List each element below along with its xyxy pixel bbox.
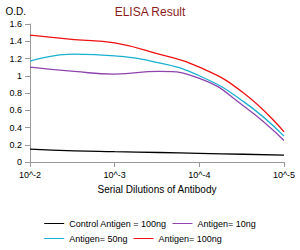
svg-text:1.6: 1.6 bbox=[9, 19, 22, 29]
svg-text:Antigen= 100ng: Antigen= 100ng bbox=[158, 234, 221, 244]
svg-text:1: 1 bbox=[17, 71, 22, 81]
svg-text:1.2: 1.2 bbox=[9, 54, 22, 64]
svg-text:0.2: 0.2 bbox=[9, 140, 22, 150]
svg-text:0.6: 0.6 bbox=[9, 105, 22, 115]
svg-text:Control Antigen = 100ng: Control Antigen = 100ng bbox=[69, 219, 166, 229]
svg-text:ELISA Result: ELISA Result bbox=[115, 5, 186, 19]
svg-text:Antigen= 10ng: Antigen= 10ng bbox=[198, 219, 256, 229]
svg-text:0.8: 0.8 bbox=[9, 88, 22, 98]
svg-text:10^-2: 10^-2 bbox=[19, 170, 41, 180]
svg-text:10^-4: 10^-4 bbox=[188, 170, 210, 180]
svg-text:Serial Dilutions of Antibody: Serial Dilutions of Antibody bbox=[98, 184, 217, 195]
svg-text:1.4: 1.4 bbox=[9, 36, 22, 46]
svg-text:0: 0 bbox=[17, 157, 22, 167]
svg-text:10^-3: 10^-3 bbox=[104, 170, 126, 180]
svg-text:10^-5: 10^-5 bbox=[273, 170, 295, 180]
svg-text:O.D.: O.D. bbox=[5, 6, 26, 17]
svg-text:Antigen= 50ng: Antigen= 50ng bbox=[69, 234, 127, 244]
svg-text:0.4: 0.4 bbox=[9, 123, 22, 133]
